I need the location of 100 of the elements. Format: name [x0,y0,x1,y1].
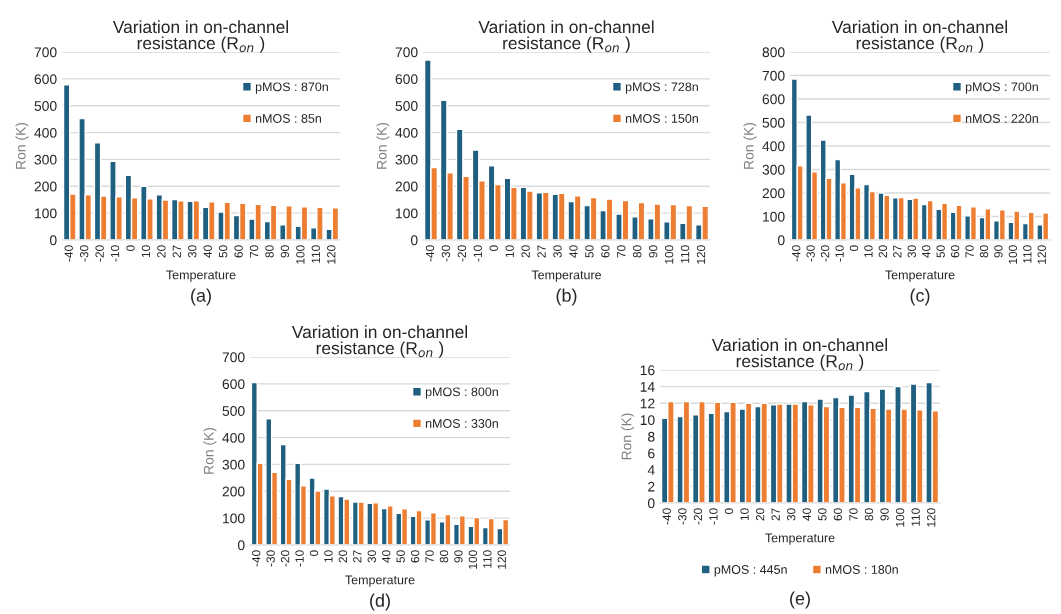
x-tick-label: 80 [439,550,449,563]
x-tick-label: 120 [497,550,506,569]
x-tick-label: 40 [922,245,931,258]
x-tick-label: 110 [1023,245,1032,263]
x-axis-title: Temperature [531,270,602,282]
x-tick-label: 40 [382,550,391,563]
y-tick-label: 0 [237,540,245,551]
chart-title: Variation in on-channel resistance (R$_{on}$ ) [711,338,887,371]
y-axis-title: Ron (K) [621,413,635,460]
y-tick-label: 6 [648,448,655,459]
y-axis-title: Ron (K) [15,122,29,169]
x-tick-label: 20 [338,550,348,563]
x-tick-label: 20 [157,245,166,258]
x-tick-label: -30 [678,508,687,525]
y-tick-label: 700 [395,47,418,58]
text: (b) [556,288,577,306]
y-tick-label: 100 [763,211,785,222]
x-tick-label: 27 [771,508,780,521]
y-tick-label: 12 [640,398,655,409]
x-tick-label: -20 [820,245,830,262]
x-tick-label: 120 [927,508,936,527]
x-tick-label: 10 [141,245,151,258]
x-tick-label: 70 [965,245,974,258]
x-tick-label: 10 [505,245,514,258]
y-tick-label: 700 [222,352,245,363]
x-axis-title: Temperature [885,270,955,282]
x-tick-label: 110 [311,245,320,263]
x-tick-label: 27 [353,550,362,563]
y-tick-label: 400 [762,141,785,152]
y-tick-label: 400 [34,127,57,138]
x-tick-label: 10 [740,508,749,521]
x-tick-label: 10 [864,245,873,258]
y-tick-label: 300 [34,154,57,165]
x-tick-label: 70 [425,550,434,563]
x-tick-label: 50 [396,550,405,563]
x-tick-label: -10 [709,508,718,525]
legend-label: pMOS : 800n [425,387,498,399]
x-tick-label: 40 [802,508,811,521]
x-tick-label: -10 [295,550,304,567]
x-tick-label: -30 [806,245,815,262]
x-axis-title: Temperature [765,533,835,545]
y-tick-label: 500 [222,406,245,416]
x-tick-label: 27 [537,245,546,258]
x-tick-label: 120 [1037,245,1046,264]
x-tick-label: 0 [309,550,319,556]
y-tick-label: 8 [648,431,655,442]
x-tick-label: 30 [553,245,562,258]
legend-label: pMOS : 700n [965,82,1038,94]
x-tick-label: 0 [724,508,734,514]
y-tick-label: 700 [762,70,785,81]
x-tick-label: 80 [265,245,274,258]
x-tick-label: 27 [172,245,181,258]
text: (e) [790,591,810,609]
y-tick-label: 200 [762,188,785,199]
x-tick-label: 20 [521,245,530,258]
y-tick-label: 800 [762,47,785,58]
text: (d) [370,593,390,611]
legend-label: nMOS : 85n [255,114,321,123]
x-tick-label: 30 [188,245,197,258]
y-tick-label: 600 [762,94,785,105]
x-tick-label: 90 [454,550,463,563]
x-tick-label: 20 [755,508,765,521]
y-tick-label: 14 [640,382,655,392]
x-tick-label: 100 [1008,245,1018,264]
y-axis-title: Ron (K) [376,122,390,169]
y-tick-label: 600 [395,74,418,85]
y-tick-label: 100 [35,208,57,219]
legend-label: pMOS : 728n [625,82,698,94]
text: (a) [191,288,211,306]
legend-label: pMOS : 870n [255,82,328,94]
y-tick-label: 500 [34,101,57,111]
y-tick-label: 2 [648,481,655,492]
y-tick-label: 500 [762,117,785,128]
chart-title: Variation in on-channel resistance (R$_{on}$ ) [831,20,1007,53]
x-tick-label: -20 [95,245,104,262]
x-tick-label: -20 [693,508,703,525]
x-tick-label: 100 [664,245,674,264]
x-tick-label: -40 [662,508,671,525]
x-tick-label: 20 [878,245,888,258]
x-tick-label: 60 [410,550,420,563]
x-tick-label: 110 [680,245,690,263]
x-tick-label: -40 [792,245,801,262]
x-tick-label: 100 [468,550,478,569]
x-tick-label: 30 [787,508,796,521]
chart-title: Variation in on-channel resistance (R$_{on}$ ) [291,325,467,358]
x-tick-label: 90 [649,245,658,258]
x-axis-title: Temperature [166,270,236,282]
x-tick-label: 120 [327,245,336,264]
x-tick-label: 50 [218,245,228,258]
y-tick-label: 300 [762,164,785,175]
x-tick-label: 60 [601,245,610,258]
chart-title: Variation in on-channel resistance (R$_{on}$ ) [478,20,654,53]
legend-label: nMOS : 220n [965,114,1038,123]
x-tick-label: -30 [79,245,89,262]
text: (c) [910,288,930,306]
x-tick-label: 110 [911,508,920,526]
legend-label: nMOS : 180n [825,565,898,574]
x-tick-label: -20 [280,550,290,567]
x-tick-label: 27 [893,245,902,258]
x-tick-label: -10 [473,245,482,262]
